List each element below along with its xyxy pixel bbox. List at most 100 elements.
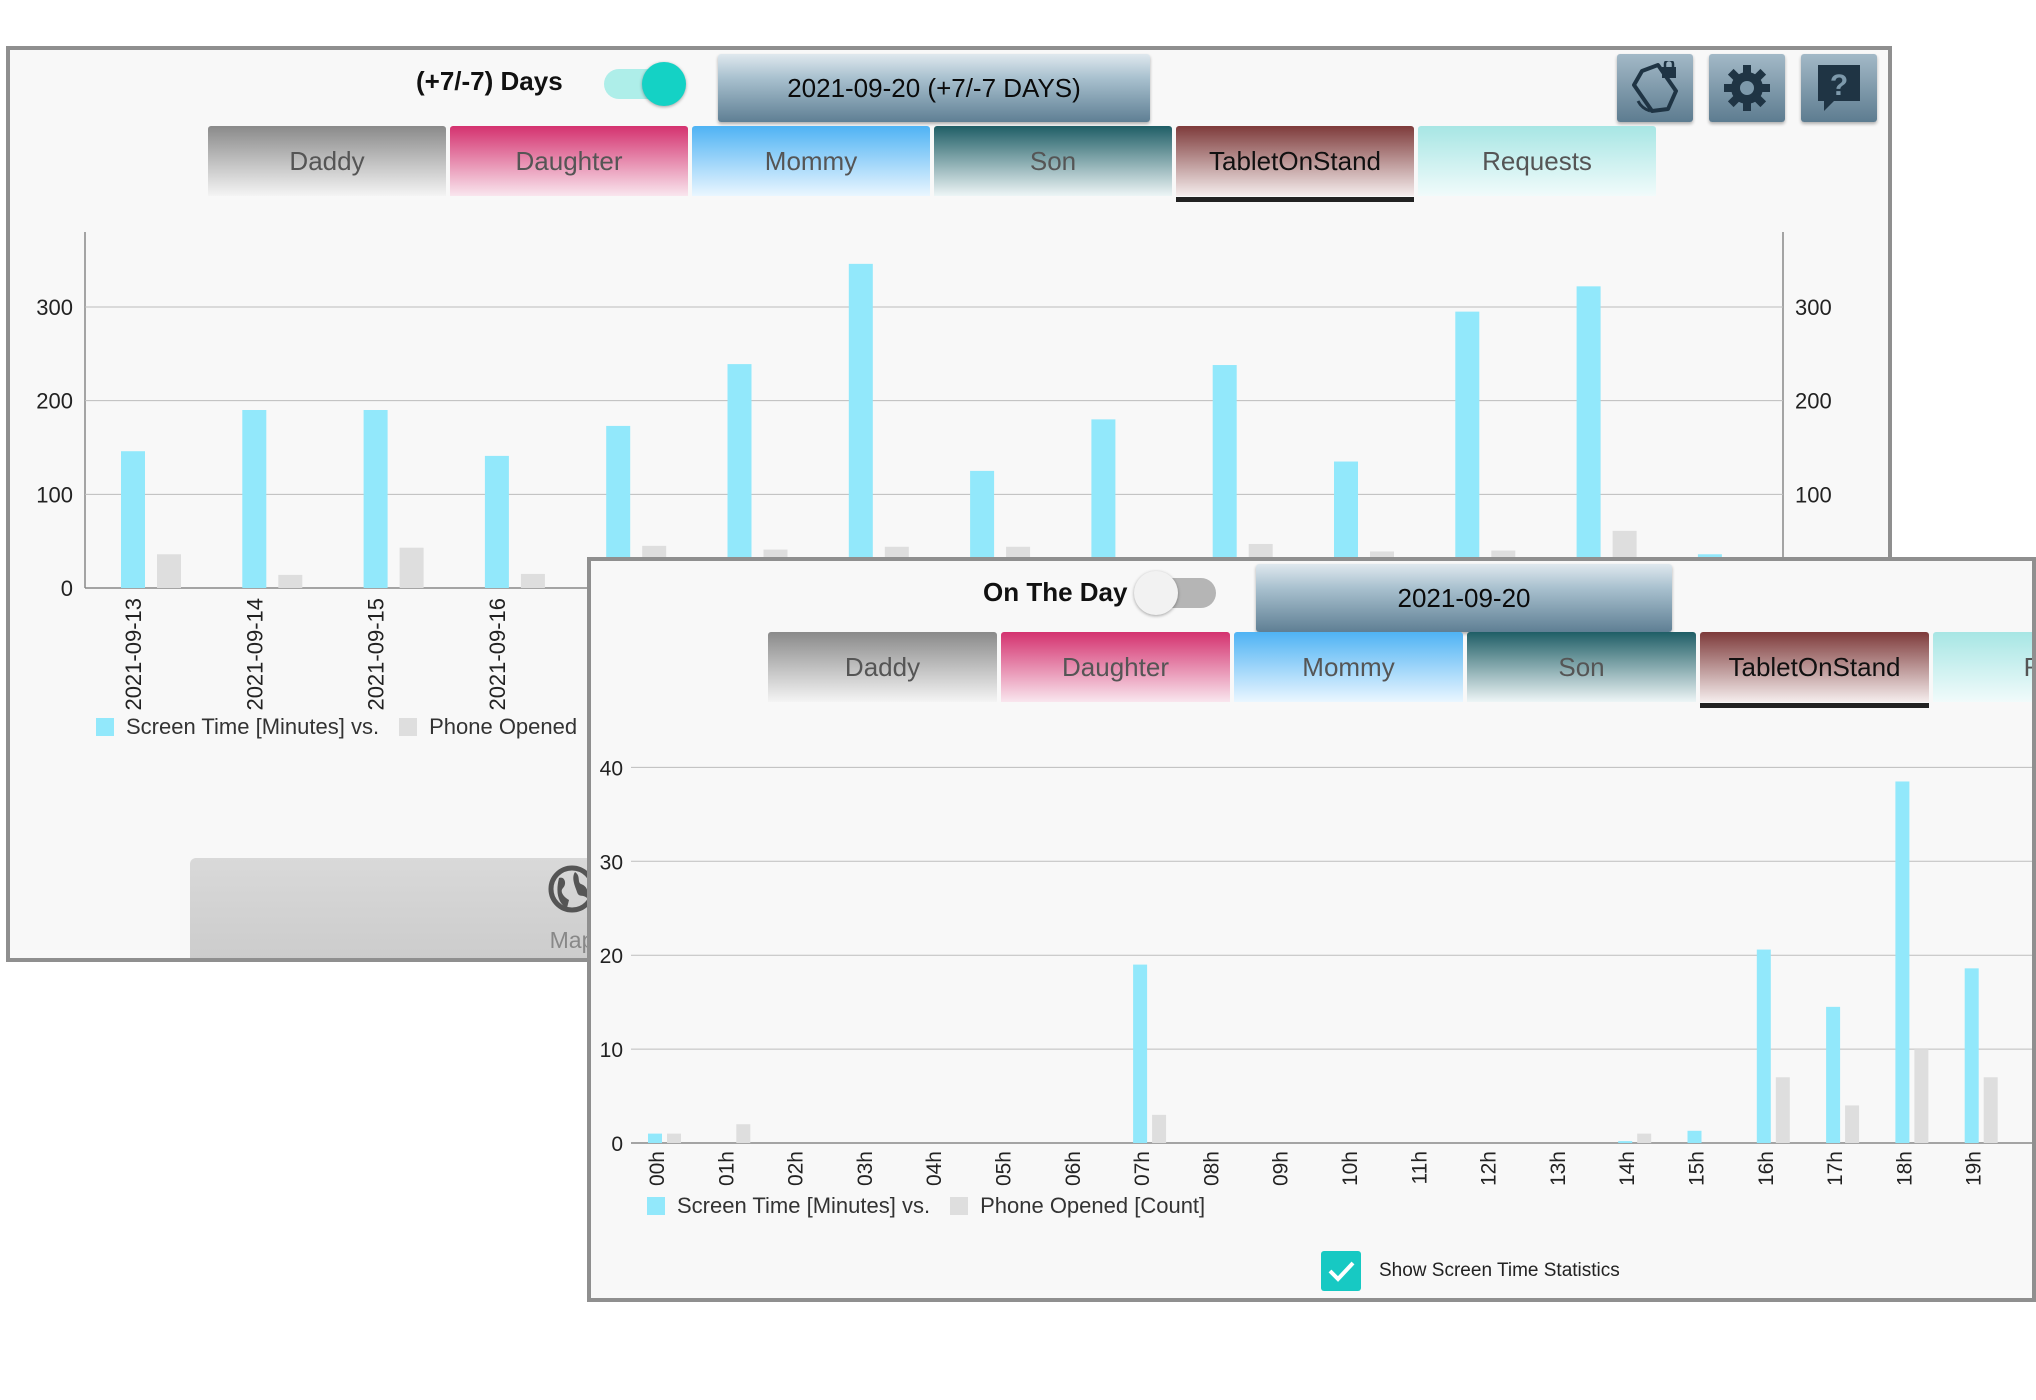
y-tick-label: 300 (36, 295, 73, 320)
tab-daddy[interactable]: Daddy (208, 126, 446, 196)
tab-daughter[interactable]: Daughter (1001, 632, 1230, 702)
x-tick-label: 06h (1062, 1151, 1085, 1186)
tab-son[interactable]: Son (1467, 632, 1696, 702)
gear-icon[interactable] (1709, 54, 1785, 122)
y-tick-label: 20 (600, 945, 623, 968)
toggle-knob (1134, 571, 1178, 615)
legend-swatch-screen-time (96, 718, 114, 736)
legend-swatch-phone-opened (399, 718, 418, 736)
map-label: Map (549, 927, 595, 953)
bar-phone-opened (399, 547, 424, 588)
range-toggle[interactable] (604, 62, 686, 106)
y-tick-label: 100 (36, 482, 73, 507)
tab-req[interactable]: Req (1933, 632, 2032, 702)
y-tick-label-right: 100 (1795, 482, 1832, 507)
y-tick-label: 0 (61, 576, 73, 601)
y-tick-label: 40 (600, 757, 623, 780)
active-tab-indicator (1176, 197, 1414, 202)
legend-screen-time: Screen Time [Minutes] vs. (126, 714, 380, 739)
x-tick-label: 05h (993, 1151, 1016, 1186)
tab-label: Requests (1482, 145, 1592, 176)
tab-daughter[interactable]: Daughter (450, 126, 688, 196)
x-tick-label: 2021-09-14 (242, 598, 267, 711)
svg-text:?: ? (1830, 69, 1848, 102)
bar-screen-time (1826, 1006, 1841, 1143)
x-tick-label: 2021-09-13 (121, 598, 146, 711)
tab-mommy[interactable]: Mommy (1234, 632, 1463, 702)
tab-label: Son (1558, 651, 1605, 682)
active-tab-indicator (1700, 703, 1929, 708)
x-tick-label: 01h (715, 1151, 738, 1186)
x-tick-label: 07h (1131, 1151, 1154, 1186)
week-legend: Screen Time [Minutes] vs. Phone Opened (96, 714, 577, 740)
x-tick-label: 11h (1408, 1151, 1431, 1184)
bar-phone-opened (1152, 1114, 1167, 1143)
bar-screen-time (1618, 1141, 1633, 1143)
bar-screen-time (1212, 365, 1237, 588)
tab-label: Mommy (1302, 651, 1395, 682)
bar-phone-opened (1914, 1049, 1929, 1143)
day-legend: Screen Time [Minutes] vs. Phone Opened [… (647, 1193, 1205, 1219)
x-tick-label: 2021-09-16 (485, 598, 510, 711)
bar-screen-time (1964, 968, 1979, 1143)
bar-screen-time (1455, 311, 1480, 588)
bar-phone-opened (1637, 1133, 1652, 1143)
bar-phone-opened (1775, 1077, 1790, 1143)
tab-tabletonstand[interactable]: TabletOnStand (1700, 632, 1929, 708)
tab-label: Mommy (764, 145, 858, 176)
tab-label: Daughter (1062, 651, 1169, 682)
bar-screen-time (848, 263, 873, 588)
day-chart: 0 10 20 30 40 00h 01h 02h 03h 04h 05h 06h 07h 08h 09h 1… (600, 757, 2032, 1186)
y-tick-label-right: 300 (1795, 295, 1832, 320)
x-tick-label: 02h (785, 1151, 808, 1186)
bar-phone-opened (1845, 1105, 1860, 1143)
day-window: On The Day 2021-09-20 Daddy Daughter Mommy… (587, 557, 2036, 1302)
day-toggle[interactable] (1134, 571, 1216, 615)
bar-screen-time (727, 364, 752, 588)
tab-tabletonstand[interactable]: TabletOnStand (1176, 126, 1414, 202)
x-tick-label: 09h (1270, 1151, 1293, 1186)
day-toggle-label: On The Day (983, 577, 1128, 607)
x-tick-label: 15h (1686, 1151, 1709, 1186)
x-tick-label: 18h (1893, 1151, 1916, 1186)
tab-label: Daddy (844, 651, 921, 682)
bar-screen-time (648, 1133, 662, 1143)
screen-time-stats-option[interactable]: Show Screen Time Statistics (1321, 1251, 1620, 1291)
x-tick-label: 13h (1547, 1151, 1570, 1186)
bar-phone-opened (157, 554, 181, 588)
y-tick-label: 0 (611, 1133, 623, 1156)
legend-screen-time: Screen Time [Minutes] vs. (677, 1193, 931, 1218)
x-tick-label: 03h (854, 1151, 877, 1186)
tab-requests[interactable]: Requests (1418, 126, 1656, 196)
bar-phone-opened (1983, 1077, 1998, 1143)
tab-label: Son (1029, 145, 1077, 176)
bar-phone-opened (520, 573, 545, 588)
help-icon[interactable]: ? (1801, 54, 1877, 122)
bar-screen-time (363, 410, 388, 588)
rotation-lock-icon[interactable] (1617, 54, 1693, 122)
checkbox-checked-icon[interactable] (1321, 1251, 1361, 1291)
bar-phone-opened (667, 1133, 681, 1143)
bar-screen-time (121, 451, 145, 588)
tab-label: Daddy (289, 145, 365, 176)
x-tick-label: 17h (1824, 1151, 1847, 1186)
bar-phone-opened (736, 1124, 751, 1143)
legend-swatch-screen-time (647, 1197, 665, 1215)
date-button[interactable]: 2021-09-20 (1256, 564, 1672, 632)
x-tick-label: 00h (646, 1151, 669, 1186)
bar-screen-time (242, 410, 267, 588)
x-tick-label: 12h (1478, 1151, 1501, 1186)
toggle-knob (642, 62, 686, 106)
tab-label: TabletOnStand (1208, 145, 1381, 176)
legend-phone-opened: Phone Opened (429, 714, 578, 739)
bar-screen-time (1576, 286, 1601, 588)
tab-label: Daughter (515, 145, 623, 176)
tab-mommy[interactable]: Mommy (692, 126, 930, 196)
x-tick-label: 08h (1200, 1151, 1223, 1186)
x-tick-label: 2021-09-15 (364, 598, 389, 711)
tab-son[interactable]: Son (934, 126, 1172, 196)
tab-daddy[interactable]: Daddy (768, 632, 997, 702)
bar-screen-time (1687, 1130, 1702, 1143)
date-range-button[interactable]: 2021-09-20 (+7/-7 DAYS) (718, 54, 1150, 122)
bar-screen-time (1756, 949, 1771, 1143)
